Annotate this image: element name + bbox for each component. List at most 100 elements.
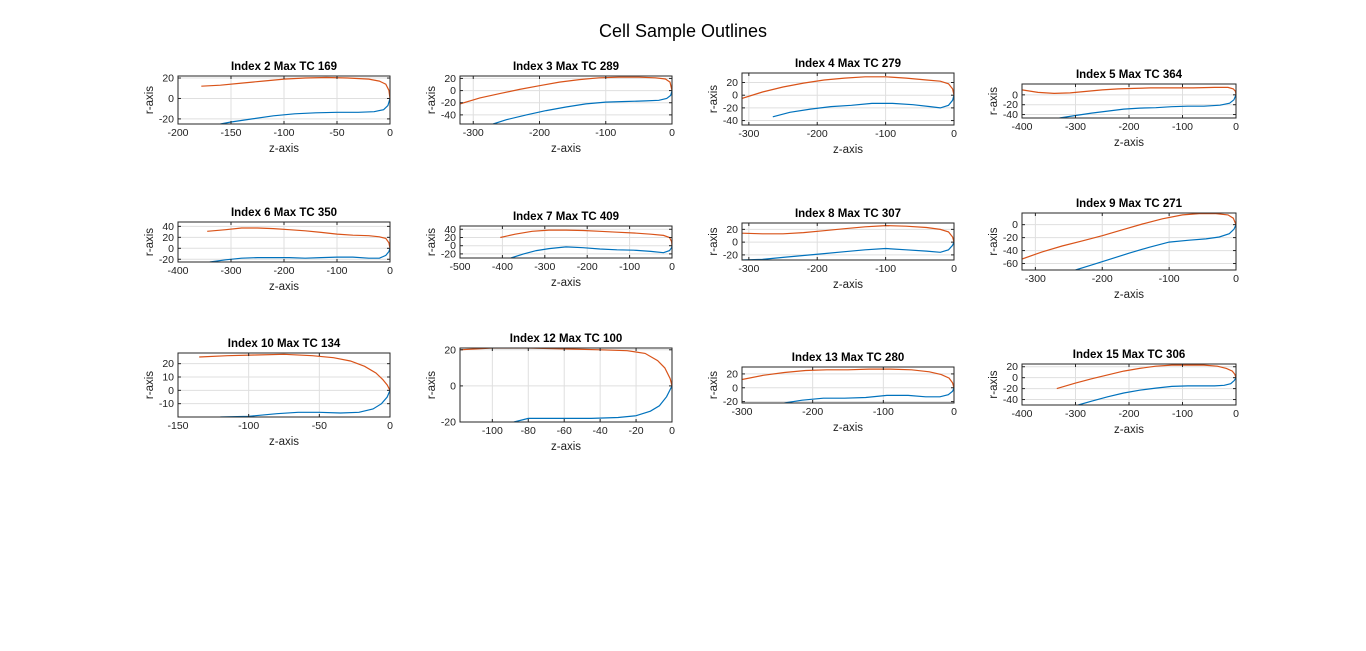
x-tick-label: 0 bbox=[1233, 121, 1239, 133]
axes-frame bbox=[459, 225, 673, 259]
y-tick-label: 20 bbox=[162, 73, 174, 85]
y-tick-label: -40 bbox=[1003, 394, 1018, 406]
x-tick-label: -300 bbox=[1065, 408, 1086, 420]
y-tick-label: -40 bbox=[1003, 245, 1018, 257]
y-tick-label: 20 bbox=[726, 224, 738, 236]
x-axis-label: z-axis bbox=[833, 422, 863, 434]
y-tick-label: -20 bbox=[723, 249, 738, 261]
y-tick-label: 40 bbox=[162, 221, 174, 233]
x-tick-label: -300 bbox=[731, 406, 752, 418]
x-tick-label: -50 bbox=[312, 420, 327, 432]
y-tick-label: 20 bbox=[444, 232, 456, 244]
y-axis-label: r-axis bbox=[988, 87, 1000, 115]
x-axis-label: z-axis bbox=[833, 279, 863, 291]
x-tick-label: -300 bbox=[738, 128, 759, 140]
x-tick-label: -200 bbox=[1118, 408, 1139, 420]
axes-frame bbox=[459, 347, 673, 423]
x-tick-label: 0 bbox=[951, 263, 957, 275]
x-axis-label: z-axis bbox=[551, 143, 581, 155]
y-tick-label: 20 bbox=[726, 368, 738, 380]
lower-outline-line bbox=[772, 95, 954, 118]
y-tick-label: 0 bbox=[168, 385, 174, 397]
x-tick-label: -300 bbox=[220, 265, 241, 277]
y-tick-label: 20 bbox=[1006, 361, 1018, 373]
y-tick-label: 20 bbox=[726, 77, 738, 89]
x-tick-label: -100 bbox=[595, 127, 616, 139]
x-tick-label: -150 bbox=[167, 420, 188, 432]
x-tick-label: -20 bbox=[628, 425, 643, 437]
plot-area bbox=[460, 348, 672, 422]
y-tick-label: -20 bbox=[159, 113, 174, 125]
x-tick-label: -300 bbox=[463, 127, 484, 139]
y-tick-label: -20 bbox=[1003, 99, 1018, 111]
y-tick-label: 0 bbox=[732, 90, 738, 102]
axes-frame bbox=[741, 366, 955, 404]
y-axis-label: r-axis bbox=[708, 85, 720, 113]
x-axis-label: z-axis bbox=[551, 277, 581, 289]
y-axis-label: r-axis bbox=[144, 228, 156, 256]
subplot-title: Index 3 Max TC 289 bbox=[513, 61, 619, 73]
y-tick-label: -20 bbox=[441, 97, 456, 109]
x-tick-label: -150 bbox=[220, 127, 241, 139]
x-tick-label: -100 bbox=[273, 127, 294, 139]
plot-area bbox=[1022, 213, 1236, 270]
lower-outline-line bbox=[1078, 377, 1236, 405]
subplot-title: Index 9 Max TC 271 bbox=[1076, 198, 1183, 210]
lower-outline-line bbox=[784, 387, 954, 403]
lower-outline-line bbox=[209, 248, 390, 262]
x-tick-label: -200 bbox=[167, 127, 188, 139]
x-tick-label: -200 bbox=[802, 406, 823, 418]
subplot-title: Index 10 Max TC 134 bbox=[228, 338, 341, 350]
x-tick-label: -100 bbox=[1172, 121, 1193, 133]
x-tick-label: -100 bbox=[1172, 408, 1193, 420]
y-tick-label: 0 bbox=[732, 237, 738, 249]
y-tick-label: -20 bbox=[159, 254, 174, 266]
x-tick-label: 0 bbox=[387, 127, 393, 139]
x-tick-label: -100 bbox=[326, 265, 347, 277]
lower-outline-line bbox=[510, 245, 672, 258]
x-tick-label: 0 bbox=[669, 127, 675, 139]
upper-outline-line bbox=[201, 76, 390, 99]
subplot-title: Index 12 Max TC 100 bbox=[510, 333, 623, 345]
subplot-title: Index 4 Max TC 279 bbox=[795, 58, 901, 70]
y-tick-label: 0 bbox=[168, 93, 174, 105]
y-tick-label: 0 bbox=[732, 382, 738, 394]
y-tick-label: -60 bbox=[1003, 258, 1018, 270]
x-tick-label: 0 bbox=[1233, 273, 1239, 285]
x-axis-label: z-axis bbox=[269, 436, 299, 448]
y-tick-label: 20 bbox=[444, 73, 456, 85]
x-tick-label: -300 bbox=[1025, 273, 1046, 285]
lower-outline-line bbox=[742, 241, 954, 260]
upper-outline-line bbox=[1022, 213, 1236, 260]
x-tick-label: -100 bbox=[873, 406, 894, 418]
y-tick-label: 0 bbox=[168, 243, 174, 255]
x-tick-label: -200 bbox=[807, 128, 828, 140]
x-tick-label: -200 bbox=[577, 261, 598, 273]
x-tick-label: 0 bbox=[669, 425, 675, 437]
y-tick-label: -20 bbox=[1003, 383, 1018, 395]
y-tick-label: 20 bbox=[162, 232, 174, 244]
upper-outline-line bbox=[500, 229, 672, 246]
plot-area bbox=[460, 226, 672, 258]
y-axis-label: r-axis bbox=[708, 371, 720, 399]
y-tick-label: -40 bbox=[1003, 109, 1018, 121]
x-tick-label: -100 bbox=[619, 261, 640, 273]
x-axis-label: z-axis bbox=[269, 281, 299, 293]
y-tick-label: 0 bbox=[450, 380, 456, 392]
axes-frame bbox=[741, 222, 955, 261]
x-tick-label: 0 bbox=[951, 406, 957, 418]
axes-frame bbox=[177, 352, 391, 418]
figure-title: Cell Sample Outlines bbox=[599, 21, 767, 41]
x-tick-label: -300 bbox=[534, 261, 555, 273]
x-tick-label: 0 bbox=[387, 265, 393, 277]
upper-outline-line bbox=[460, 76, 672, 105]
